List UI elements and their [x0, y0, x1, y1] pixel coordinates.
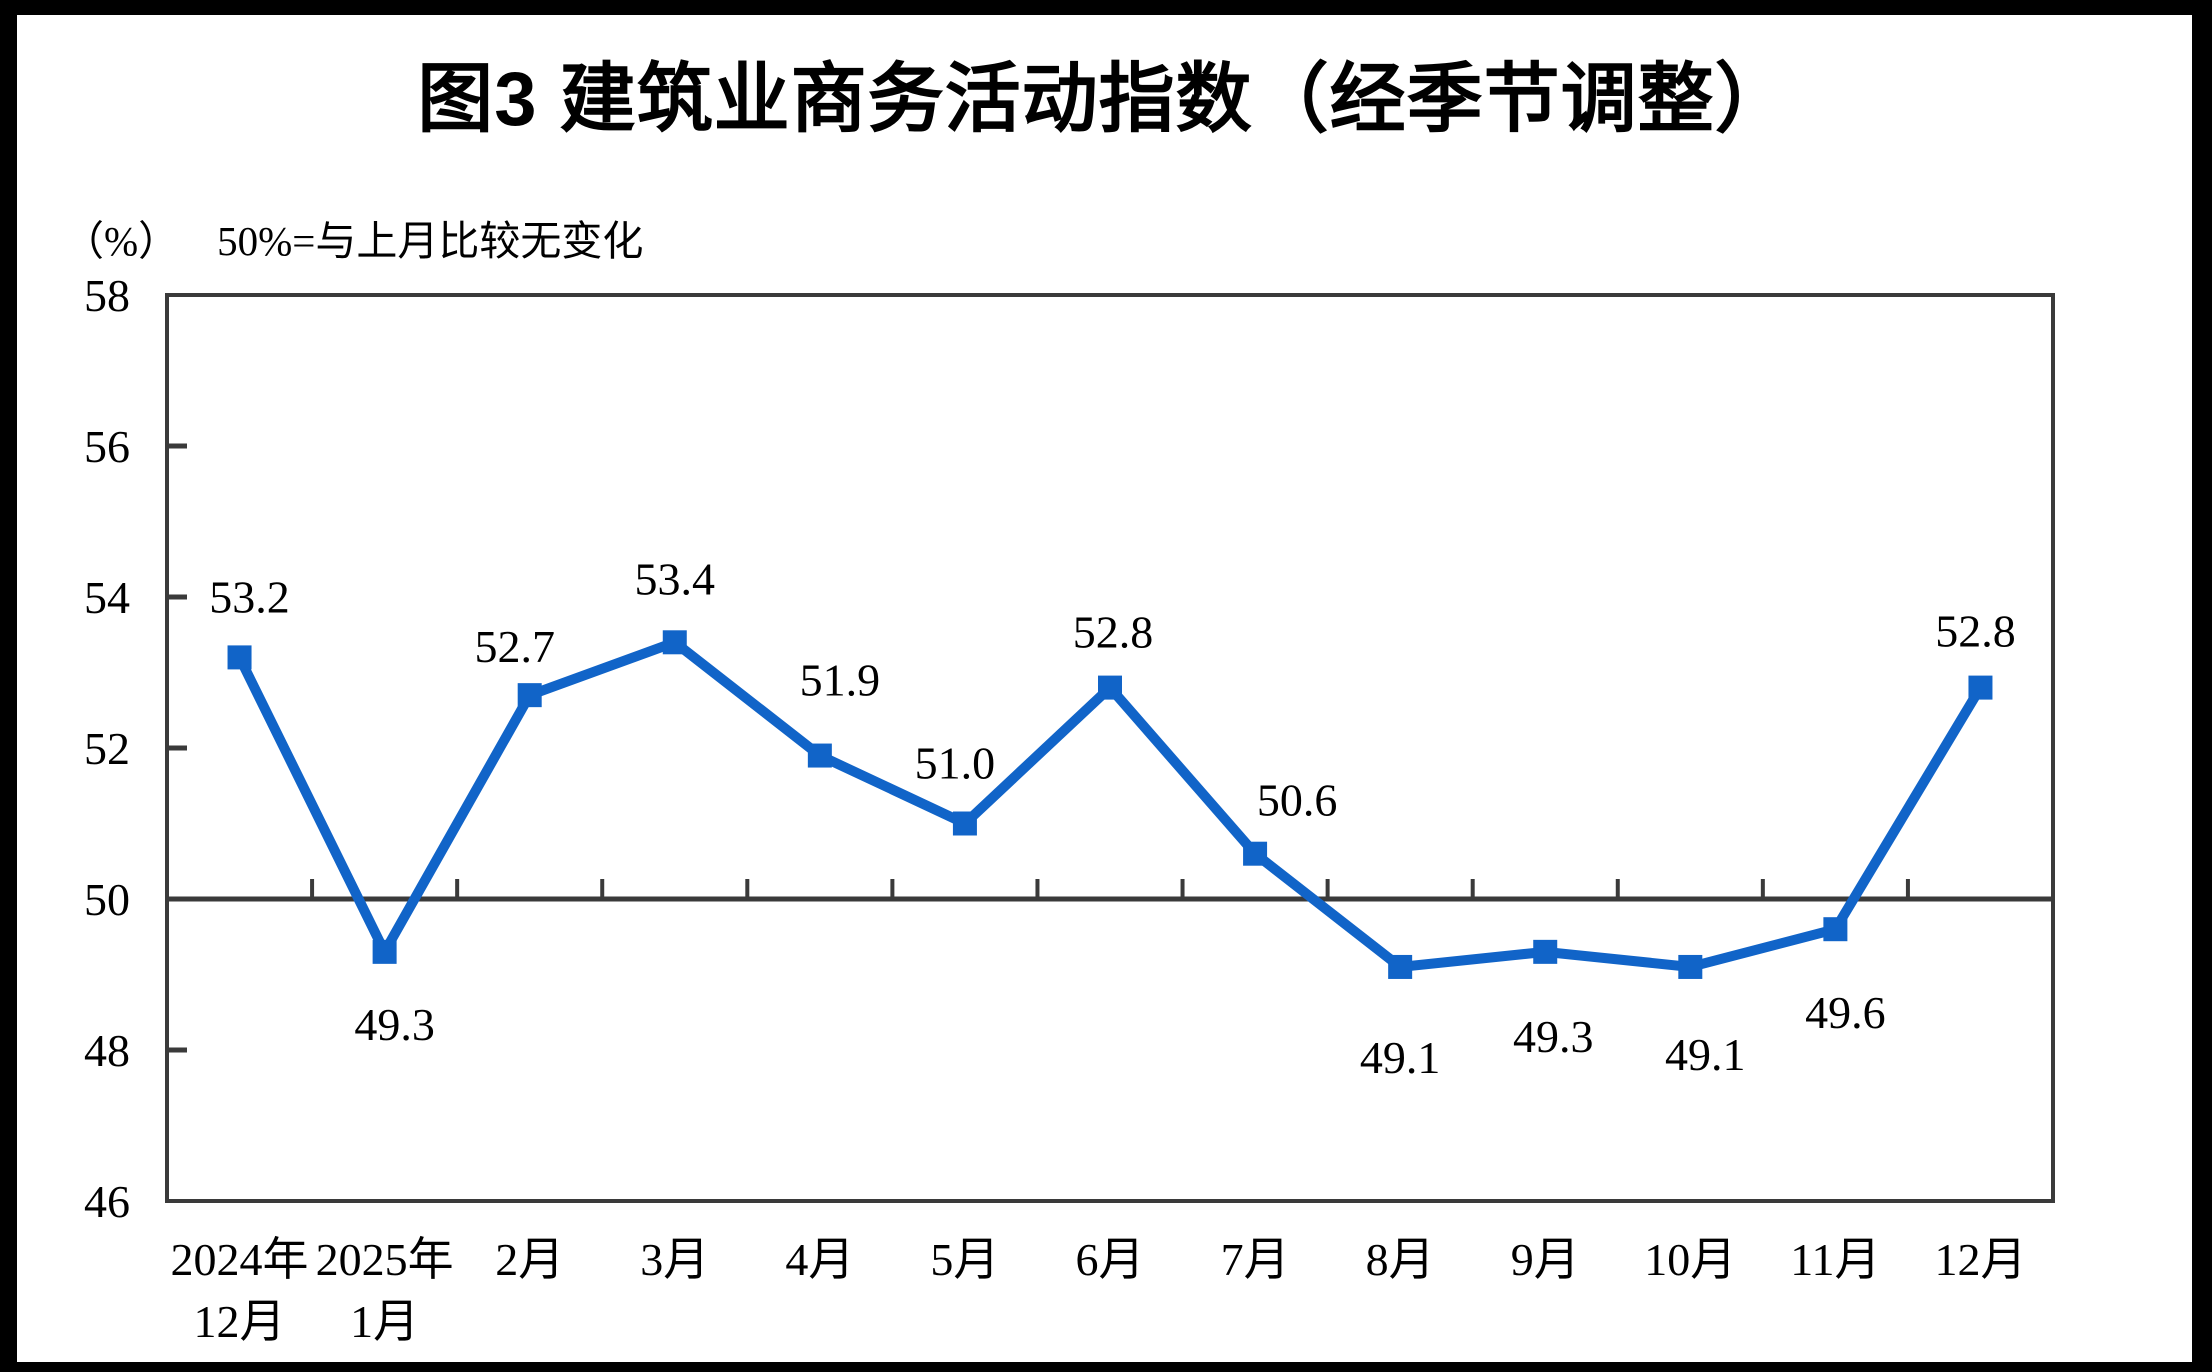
data-point-marker [1823, 917, 1848, 942]
x-axis-category-label: 9月 [1511, 1234, 1580, 1285]
data-point-label: 51.9 [800, 655, 881, 706]
data-point-label: 51.0 [915, 738, 996, 789]
y-axis-tick-label: 58 [84, 270, 130, 321]
chart-title: 图3 建筑业商务活动指数（经季节调整） [417, 57, 1792, 142]
y-axis-tick-label: 48 [84, 1025, 130, 1076]
data-point-marker [1533, 939, 1558, 964]
x-axis-category-label: 2025年 [316, 1234, 454, 1285]
x-axis-category-label: 8月 [1366, 1234, 1435, 1285]
data-point-label: 49.6 [1805, 987, 1886, 1038]
data-point-marker [1098, 675, 1122, 700]
x-axis-category-label: 3月 [640, 1234, 709, 1285]
x-axis-category-label: 10月 [1644, 1234, 1736, 1285]
y-axis-tick-label: 56 [84, 421, 130, 472]
data-point-label: 49.1 [1665, 1029, 1746, 1080]
data-point-marker [662, 630, 687, 655]
data-point-marker [807, 743, 832, 768]
reference-note: 50%=与上月比较无变化 [217, 218, 644, 264]
data-point-label: 53.2 [209, 571, 290, 622]
y-axis-tick-label: 52 [84, 723, 130, 774]
data-point-label: 49.3 [1513, 1011, 1594, 1062]
y-axis-tick-label: 54 [84, 572, 130, 623]
x-axis-category-label: 11月 [1790, 1234, 1880, 1285]
x-axis-category-label: 7月 [1221, 1234, 1290, 1285]
x-axis-category-label: 5月 [930, 1234, 999, 1285]
y-axis-unit-label: （%） [63, 218, 180, 264]
x-axis-category-label: 12月 [1934, 1234, 2026, 1285]
data-point-marker [372, 939, 397, 964]
data-point-marker [1678, 954, 1703, 979]
data-point-label: 52.8 [1935, 606, 2016, 657]
y-axis-tick-label: 50 [84, 874, 130, 925]
data-point-label: 49.1 [1360, 1032, 1441, 1083]
x-axis-category-label: 2月 [495, 1234, 564, 1285]
chart-canvas: 图3 建筑业商务活动指数（经季节调整） （%） 50%=与上月比较无变化 58 56… [17, 15, 2192, 1362]
data-point-marker [1968, 675, 1993, 700]
data-point-marker [227, 645, 252, 670]
plot-border [165, 293, 2055, 1203]
x-axis-category-label: 2024年 [171, 1234, 309, 1285]
data-point-label: 52.7 [474, 621, 555, 672]
chart-subtitle: （%） 50%=与上月比较无变化 [63, 207, 643, 267]
x-axis-category-label: 12月 [194, 1296, 286, 1347]
x-axis-category-label: 4月 [785, 1234, 854, 1285]
x-axis-category-label: 6月 [1076, 1234, 1145, 1285]
data-point-marker [517, 683, 542, 708]
data-point-marker [1243, 841, 1268, 866]
data-point-marker [952, 811, 977, 836]
data-point-label: 53.4 [635, 553, 716, 604]
construction-pmi-line-chart: 58 56 54 52 50 48 46 53.2 49.3 52.7 53.4 51.9 51.0 52… [84, 270, 2055, 1347]
data-point-label: 50.6 [1257, 775, 1338, 826]
data-point-label: 49.3 [354, 999, 435, 1050]
x-axis-category-label: 1月 [350, 1296, 419, 1347]
y-axis-tick-label: 46 [84, 1176, 130, 1227]
data-point-label: 52.8 [1073, 607, 1154, 658]
data-point-marker [1388, 954, 1413, 979]
